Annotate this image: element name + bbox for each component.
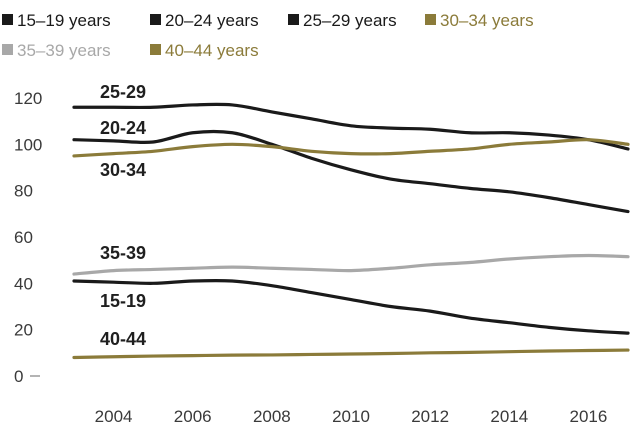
x-axis: 2004 2006 2008 2010 2012 2014 2016 [95, 407, 608, 426]
series-line [72, 102, 630, 151]
legend-item: 15–19 years [2, 11, 111, 30]
series-label: 35-39 [100, 243, 146, 263]
series-line [72, 348, 630, 360]
series-line [72, 138, 630, 158]
series-lines [72, 102, 630, 360]
legend-swatch [2, 14, 13, 25]
series-label: 25-29 [100, 82, 146, 102]
series-label: 20-24 [100, 118, 146, 138]
y-tick-label: 100 [14, 135, 42, 154]
x-tick-label: 2008 [253, 407, 291, 426]
y-tick-label: 80 [14, 182, 33, 201]
legend-item: 40–44 years [150, 41, 259, 60]
legend-label: 40–44 years [165, 41, 259, 60]
x-tick-label: 2014 [490, 407, 528, 426]
y-axis: 0 20 40 60 80 100 120 [14, 89, 42, 386]
legend-item: 35–39 years [2, 41, 111, 60]
legend-label: 30–34 years [440, 11, 534, 30]
y-tick-label: 60 [14, 228, 33, 247]
legend-label: 15–19 years [17, 11, 111, 30]
x-tick-label: 2016 [570, 407, 608, 426]
y-tick-label: 40 [14, 274, 33, 293]
series-label: 30-34 [100, 160, 146, 180]
y-tick-label: 120 [14, 89, 42, 108]
legend-label: 20–24 years [165, 11, 259, 30]
legend-swatch [288, 14, 299, 25]
series-line [72, 129, 630, 214]
series-label: 15-19 [100, 291, 146, 311]
x-tick-label: 2012 [411, 407, 449, 426]
legend-item: 25–29 years [288, 11, 397, 30]
series-labels: 15-19 20-24 25-29 30-34 35-39 40-44 [100, 82, 146, 349]
y-tick-label: 0 [14, 367, 23, 386]
x-tick-label: 2004 [95, 407, 133, 426]
series-label: 40-44 [100, 329, 146, 349]
legend-item: 30–34 years [425, 11, 534, 30]
legend-swatch [2, 44, 13, 55]
legend: 15–19 years 20–24 years 25–29 years 30–34 y… [2, 11, 534, 60]
y-tick-label: 20 [14, 321, 33, 340]
legend-item: 20–24 years [150, 11, 259, 30]
legend-label: 25–29 years [303, 11, 397, 30]
legend-label: 35–39 years [17, 41, 111, 60]
legend-swatch [425, 14, 436, 25]
legend-swatch [150, 44, 161, 55]
x-tick-label: 2010 [332, 407, 370, 426]
series-line [72, 253, 630, 276]
x-tick-label: 2006 [174, 407, 212, 426]
legend-swatch [150, 14, 161, 25]
series-line [72, 278, 630, 335]
